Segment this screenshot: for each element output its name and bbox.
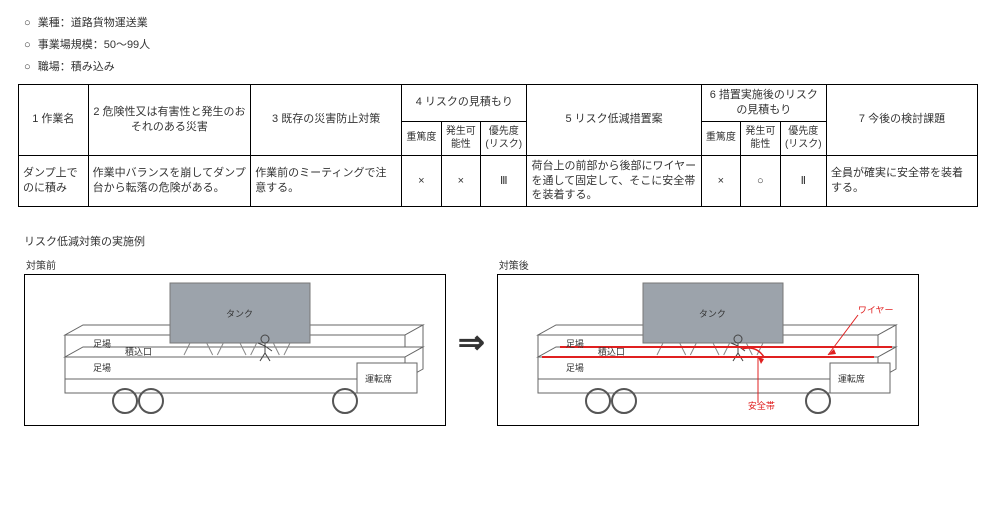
cell-existing: 作業前のミーティングで注意する。	[251, 155, 402, 207]
cell-severity-before: ×	[402, 155, 441, 207]
figure-after-wrap: 対策後 タンク足場積込口足場運転席ワイヤー安全帯	[497, 257, 919, 426]
col-before-priority: 優先度(リスク)	[481, 121, 527, 155]
implementation-example-figures: 対策前 タンク足場積込口足場運転席 ⇒ 対策後 タンク足場積込口足場運転席ワイヤ…	[24, 257, 980, 426]
table-row: ダンプ上でのに積み 作業中バランスを崩してダンプ台から転落の危険がある。 作業前…	[19, 155, 978, 207]
risk-assessment-table: 1 作業名 2 危険性又は有害性と発生のおそれのある災害 3 既存の災害防止対策…	[18, 84, 978, 207]
col-before-severity: 重篤度	[402, 121, 441, 155]
cell-likelihood-before: ×	[441, 155, 480, 207]
figure-before: タンク足場積込口足場運転席	[24, 274, 446, 426]
col-after-likelihood: 発生可能性	[741, 121, 780, 155]
meta-industry: 業種：道路貨物運送業	[24, 14, 980, 30]
figure-before-wrap: 対策前 タンク足場積込口足場運転席	[24, 257, 446, 426]
col-after-severity: 重篤度	[701, 121, 740, 155]
col-hazard: 2 危険性又は有害性と発生のおそれのある災害	[88, 85, 251, 156]
cell-likelihood-after: ○	[741, 155, 780, 207]
example-section-title: リスク低減対策の実施例	[24, 233, 980, 249]
arrow-icon: ⇒	[454, 323, 489, 361]
meta-size: 事業場規模：50～99人	[24, 36, 980, 52]
figure-after: タンク足場積込口足場運転席ワイヤー安全帯	[497, 274, 919, 426]
col-after-priority: 優先度(リスク)	[780, 121, 826, 155]
meta-workplace: 職場：積み込み	[24, 58, 980, 74]
cell-future: 全員が確実に安全帯を装着する。	[827, 155, 978, 207]
figure-before-title: 対策前	[26, 257, 446, 272]
col-risk-before: 4 リスクの見積もり	[402, 85, 527, 122]
col-work-name: 1 作業名	[19, 85, 89, 156]
cell-severity-after: ×	[701, 155, 740, 207]
col-future: 7 今後の検討課題	[827, 85, 978, 156]
cell-reduction: 荷台上の前部から後部にワイヤーを通して固定して、そこに安全帯を装着する。	[527, 155, 701, 207]
cell-priority-after: Ⅱ	[780, 155, 826, 207]
cell-priority-before: Ⅲ	[481, 155, 527, 207]
col-before-likelihood: 発生可能性	[441, 121, 480, 155]
col-reduction: 5 リスク低減措置案	[527, 85, 701, 156]
col-risk-after: 6 措置実施後のリスクの見積もり	[701, 85, 826, 122]
col-existing: 3 既存の災害防止対策	[251, 85, 402, 156]
cell-work-name: ダンプ上でのに積み	[19, 155, 89, 207]
figure-after-title: 対策後	[499, 257, 919, 272]
cell-hazard: 作業中バランスを崩してダンプ台から転落の危険がある。	[88, 155, 251, 207]
